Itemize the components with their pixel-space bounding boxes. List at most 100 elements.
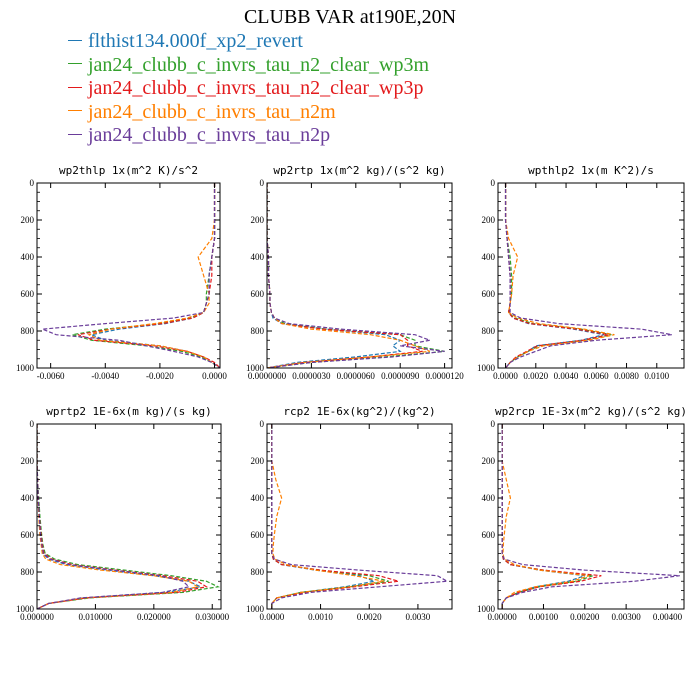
legend-label: jan24_clubb_c_invrs_tau_n2p [88,124,331,146]
legend-dash-icon [68,86,82,88]
x-tick-label: 0.0020 [523,371,548,381]
legend-item: flthist134.000f_xp2_revert [68,30,429,54]
y-tick-label: 600 [21,289,35,299]
series-line [87,183,220,368]
y-tick-label: 1000 [246,363,265,373]
chart-title: wp2thlp 1x(m^2 K)/s^2 [59,164,198,177]
x-tick-label: 0.0000120 [425,371,464,381]
x-tick-label: 0.00200 [570,612,600,622]
x-tick-label: 0.0000060 [337,371,376,381]
x-tick-label: 0.0040 [554,371,579,381]
legend-item: jan24_clubb_c_invrs_tau_n2m [68,101,429,125]
legend-item: jan24_clubb_c_invrs_tau_n2_clear_wp3m [68,54,429,78]
y-tick-label: 0 [30,419,35,429]
y-tick-label: 0 [260,419,265,429]
x-tick-label: 0.0010 [308,612,333,622]
x-tick-label: -0.0040 [91,371,119,381]
x-tick-label: 0.0080 [614,371,639,381]
chart-panel: wp2rtp 1x(m^2 kg)/(s^2 kg) 0 200 400 600 800 1… [246,164,464,381]
y-tick-label: 1000 [477,363,496,373]
y-tick-label: 400 [251,493,265,503]
y-tick-label: 600 [251,289,265,299]
y-tick-label: 800 [251,326,265,336]
x-tick-label: 0.0000 [259,612,284,622]
legend-dash-icon [68,63,82,65]
y-tick-label: 400 [21,252,35,262]
y-tick-label: 0 [491,178,496,188]
series-line [37,424,191,609]
y-tick-label: 800 [482,326,496,336]
legend-label: jan24_clubb_c_invrs_tau_n2_clear_wp3m [88,53,430,76]
y-tick-label: 800 [21,326,35,336]
y-tick-label: 400 [251,252,265,262]
y-tick-label: 1000 [477,604,496,614]
series-line [267,183,402,368]
series-line [37,424,200,609]
legend-dash-icon [68,133,82,135]
y-tick-label: 400 [482,252,496,262]
series-line [271,424,384,609]
series-line [501,424,602,609]
y-tick-label: 200 [251,215,265,225]
x-tick-label: 0.0060 [584,371,609,381]
x-tick-label: 0.030000 [195,612,229,622]
y-tick-label: 1000 [16,363,35,373]
x-tick-label: 0.0030 [406,612,431,622]
x-tick-label: 0.0000090 [381,371,420,381]
plot-frame [266,182,453,369]
x-tick-label: 0.000000 [20,612,54,622]
chart-title: wp2rcp 1E-3x(m^2 kg)/(s^2 kg) [495,405,687,418]
y-tick-label: 0 [260,178,265,188]
chart-panel: rcp2 1E-6x(kg^2)/(kg^2) 0 200 400 600 800 1000… [246,405,453,622]
x-tick-label: 0.0000000 [248,371,287,381]
y-tick-label: 0 [491,419,496,429]
plot-frame [497,423,685,610]
y-tick-label: 600 [21,530,35,540]
chart-panel: wp2rcp 1E-3x(m^2 kg)/(s^2 kg)0 200 400 600 8… [477,405,687,622]
chart-title: wp2rtp 1x(m^2 kg)/(s^2 kg) [273,164,445,177]
x-tick-label: 0.00300 [612,612,642,622]
chart-title: rcp2 1E-6x(kg^2)/(kg^2) [283,405,435,418]
x-tick-label: 0.00400 [653,612,683,622]
series-line [267,183,445,368]
series-line [271,424,450,609]
plot-frame [36,423,222,610]
x-tick-label: 0.0000 [202,371,227,381]
x-tick-label: 0.020000 [137,612,171,622]
page-title: CLUBB VAR at190E,20N [243,6,457,28]
series-line [267,183,423,368]
series-line [37,424,221,609]
chart-title: wprtp2 1E-6x(m kg)/(s kg) [46,405,212,418]
x-tick-label: 0.0100 [644,371,669,381]
series-line [504,183,673,368]
y-tick-label: 600 [482,289,496,299]
legend-item: jan24_clubb_c_invrs_tau_n2p [68,124,429,148]
series-line [271,424,377,609]
plot-frame [266,423,453,610]
x-tick-label: -0.0020 [146,371,174,381]
y-tick-label: 200 [482,215,496,225]
y-tick-label: 600 [482,530,496,540]
y-tick-label: 1000 [246,604,265,614]
series-line [267,183,445,368]
plot-frame [36,182,221,369]
series-line [271,424,399,609]
legend: flthist134.000f_xp2_revert jan24_clubb_c… [68,30,429,148]
legend-dash-icon [68,110,82,112]
chart-panel: wp2thlp 1x(m^2 K)/s^202004006008001000-0… [16,164,227,381]
x-tick-label: 0.0000030 [292,371,331,381]
chart-title: wpthlp2 1x(m K^2)/s [528,164,654,177]
y-tick-label: 400 [482,493,496,503]
y-tick-label: 200 [251,456,265,466]
chart-panel: wprtp2 1E-6x(m kg)/(s kg) 0 200 400 600 800 10… [16,405,230,622]
legend-dash-icon [68,39,82,41]
legend-label: jan24_clubb_c_invrs_tau_n2m [88,100,336,123]
x-tick-label: 0.00000 [488,612,518,622]
series-line [501,424,590,609]
y-tick-label: 200 [21,215,35,225]
series-line [267,183,431,368]
y-tick-label: 400 [21,493,35,503]
y-tick-label: 800 [251,567,265,577]
x-tick-label: 0.0000 [493,371,518,381]
